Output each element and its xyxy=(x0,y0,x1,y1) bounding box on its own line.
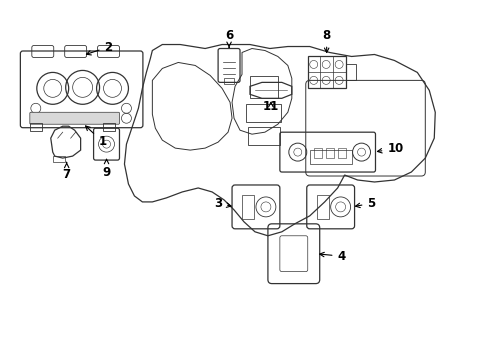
Text: 6: 6 xyxy=(224,28,233,47)
FancyBboxPatch shape xyxy=(30,112,119,124)
Text: 7: 7 xyxy=(62,162,71,181)
Text: 3: 3 xyxy=(214,197,231,210)
Text: 9: 9 xyxy=(102,159,110,179)
Text: 8: 8 xyxy=(322,28,330,53)
Text: 4: 4 xyxy=(319,250,345,263)
Text: 10: 10 xyxy=(377,142,403,155)
Text: 2: 2 xyxy=(86,41,112,55)
Text: 5: 5 xyxy=(355,197,375,210)
Text: 11: 11 xyxy=(262,100,279,113)
Text: 1: 1 xyxy=(85,126,106,148)
